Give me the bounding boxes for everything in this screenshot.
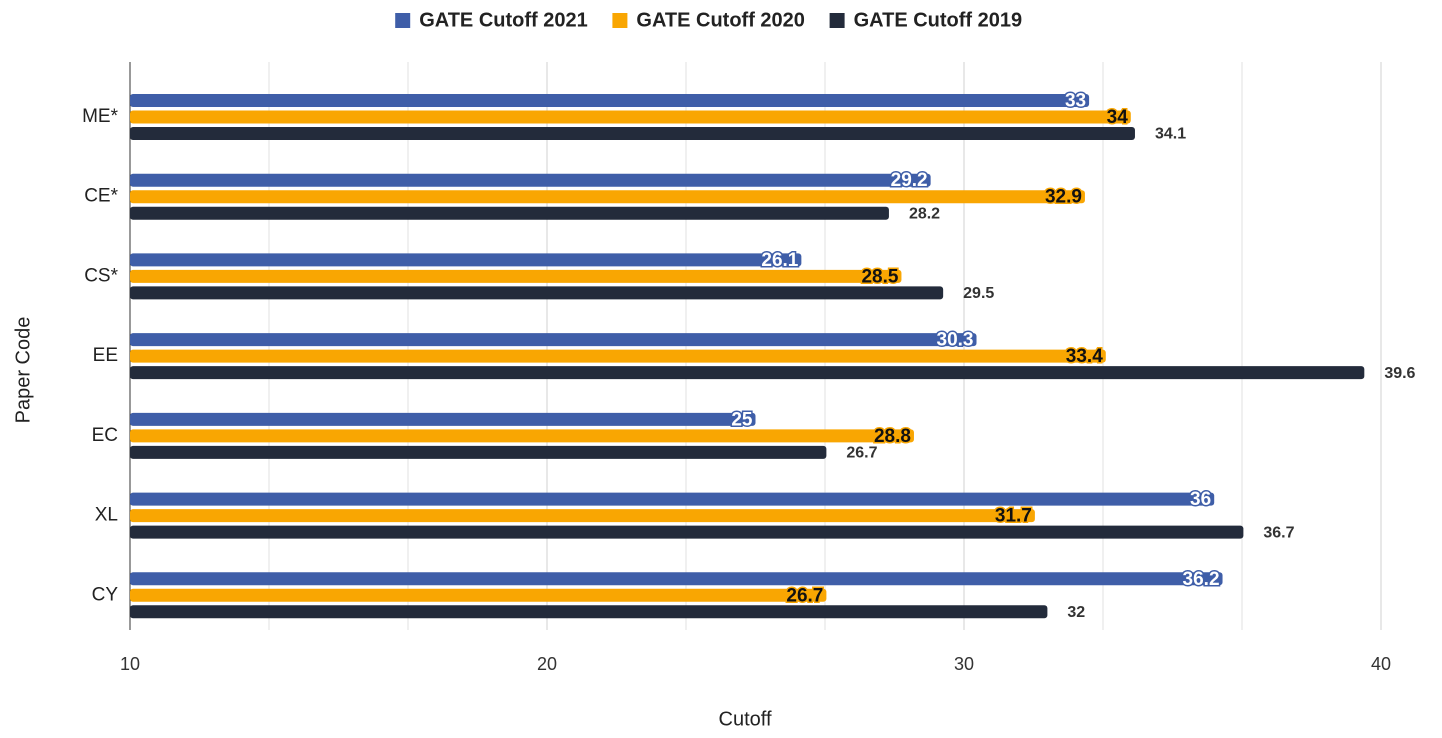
data-label: 29.2 bbox=[891, 170, 928, 191]
y-tick-label: EE bbox=[93, 345, 118, 366]
data-label: 26.7 bbox=[786, 585, 823, 606]
data-label: 34.1 bbox=[1155, 126, 1186, 143]
bar bbox=[130, 269, 902, 283]
x-tick-label: 20 bbox=[537, 654, 557, 674]
legend-swatch bbox=[829, 13, 845, 28]
bar bbox=[130, 333, 977, 347]
data-label: 34 bbox=[1107, 107, 1129, 128]
data-label: 36 bbox=[1190, 489, 1211, 510]
x-axis-title: Cutoff bbox=[719, 708, 772, 730]
data-label: 26.1 bbox=[761, 250, 798, 271]
bar bbox=[130, 588, 827, 602]
bar bbox=[130, 253, 802, 267]
data-label: 30.3 bbox=[937, 330, 974, 351]
bar bbox=[130, 445, 827, 459]
y-tick-label: EC bbox=[92, 425, 118, 446]
y-tick-label: CE* bbox=[84, 186, 118, 207]
bar bbox=[130, 286, 944, 300]
bar bbox=[130, 429, 914, 443]
x-tick-label: 10 bbox=[120, 654, 140, 674]
bar bbox=[130, 173, 931, 187]
data-label: 28.8 bbox=[874, 426, 911, 447]
data-label: 33 bbox=[1065, 91, 1086, 112]
x-tick-label: 30 bbox=[954, 654, 974, 674]
bar bbox=[130, 509, 1035, 523]
data-label: 32 bbox=[1067, 604, 1085, 621]
data-label: 29.5 bbox=[963, 285, 994, 302]
data-label: 28.5 bbox=[861, 266, 898, 287]
data-label: 36.7 bbox=[1263, 524, 1294, 541]
bar bbox=[130, 190, 1085, 204]
y-axis-title: Paper Code bbox=[12, 317, 34, 424]
x-tick-label: 40 bbox=[1371, 654, 1391, 674]
bar bbox=[130, 366, 1365, 380]
data-label: 26.7 bbox=[846, 445, 877, 462]
bar bbox=[130, 206, 889, 220]
legend-swatch bbox=[395, 13, 411, 28]
data-label: 31.7 bbox=[995, 506, 1032, 527]
y-tick-label: ME* bbox=[82, 106, 119, 127]
bar bbox=[130, 349, 1106, 363]
legend-label: GATE Cutoff 2021 bbox=[419, 9, 588, 31]
data-label: 33.4 bbox=[1066, 346, 1103, 367]
bar bbox=[130, 572, 1223, 586]
y-tick-label: CS* bbox=[84, 265, 118, 286]
legend-swatch bbox=[612, 13, 628, 28]
bar bbox=[130, 525, 1244, 539]
bar bbox=[130, 127, 1135, 140]
bar bbox=[130, 412, 756, 426]
bar bbox=[130, 110, 1131, 124]
bar bbox=[130, 492, 1215, 506]
data-label: 28.2 bbox=[909, 205, 940, 222]
legend-label: GATE Cutoff 2019 bbox=[854, 9, 1023, 31]
data-label: 39.6 bbox=[1384, 365, 1415, 382]
y-tick-label: XL bbox=[95, 505, 118, 526]
bar bbox=[130, 605, 1048, 619]
data-label: 32.9 bbox=[1045, 187, 1082, 208]
legend-label: GATE Cutoff 2020 bbox=[636, 9, 805, 31]
y-tick-label: CY bbox=[92, 584, 119, 605]
bar bbox=[130, 94, 1090, 107]
data-label: 25 bbox=[731, 409, 753, 430]
data-label: 36.2 bbox=[1183, 569, 1220, 590]
